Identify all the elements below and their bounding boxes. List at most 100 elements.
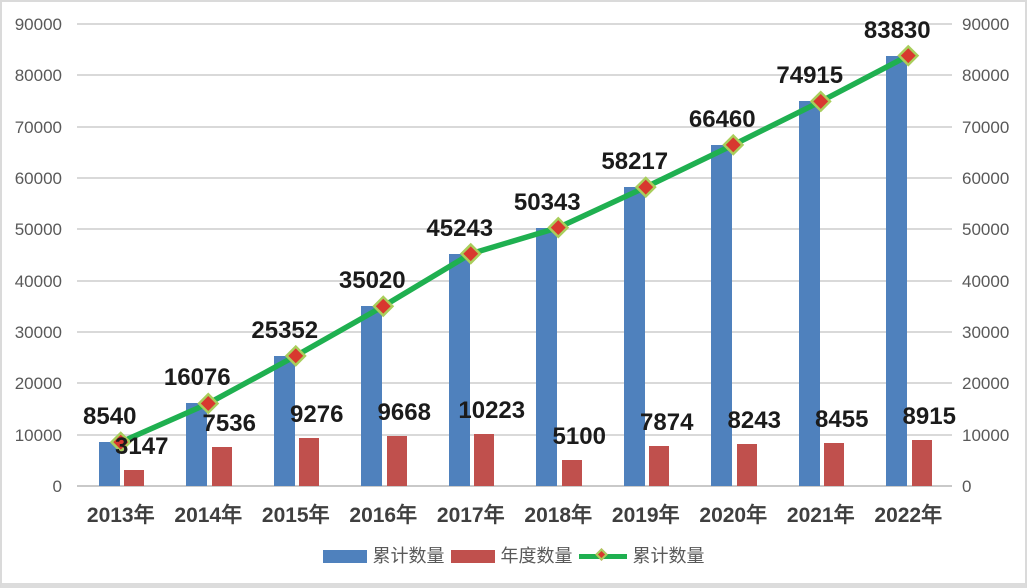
legend-swatch-red-bar-icon: [450, 550, 495, 564]
bar-annual: [824, 442, 845, 486]
data-label-annual: 8243: [727, 406, 781, 434]
bar-annual: [299, 438, 320, 486]
legend-item-cumulative-bar: 累计数量: [322, 546, 445, 568]
x-axis-label: 2020年: [699, 504, 768, 527]
y-axis-tick-right: 40000: [962, 271, 1010, 291]
bar-cumulative: [798, 101, 820, 486]
y-axis-tick-left: 90000: [14, 15, 62, 34]
bar-annual: [561, 459, 582, 486]
gridline: [77, 23, 952, 25]
x-axis-label: 2017年: [436, 504, 505, 527]
line-marker-diamond-icon: [634, 176, 657, 199]
data-label-cumulative: 35020: [338, 267, 406, 295]
data-label-annual: 7536: [202, 410, 256, 438]
cumulative-line-series: [109, 44, 920, 454]
data-label-annual: 3147: [115, 432, 169, 460]
data-label-annual: 7874: [640, 408, 694, 436]
bar-cumulative: [623, 187, 645, 486]
y-axis-tick-left: 70000: [14, 117, 62, 137]
gridline: [77, 74, 952, 77]
data-label-annual: 5100: [552, 422, 606, 450]
gridline: [77, 433, 952, 436]
gridline: [77, 177, 952, 179]
y-axis-tick-right: 60000: [962, 169, 1010, 188]
bar-cumulative: [98, 442, 120, 486]
line-marker-diamond-icon: [897, 44, 920, 67]
x-axis-label: 2019年: [611, 504, 680, 527]
data-label-cumulative: 16076: [163, 364, 231, 392]
data-label-cumulative: 50343: [513, 188, 581, 216]
y-axis-tick-left: 0: [52, 477, 62, 496]
gridline: [77, 279, 952, 282]
x-axis-label: 2018年: [524, 504, 593, 527]
data-label-cumulative: 8540: [83, 403, 137, 431]
legend-label-annual-bar: 年度数量: [500, 546, 573, 566]
line-marker-diamond-icon: [284, 344, 307, 367]
bar-annual: [474, 433, 495, 486]
y-axis-tick-left: 10000: [14, 425, 62, 445]
gridline: [77, 382, 952, 385]
x-axis-label: 2015年: [261, 504, 330, 527]
data-label-annual: 8915: [902, 403, 956, 431]
x-axis-label: 2016年: [349, 504, 418, 527]
bar-annual: [736, 443, 757, 486]
x-axis-label: 2022年: [874, 504, 943, 527]
y-axis-tick-left: 30000: [14, 323, 62, 342]
bar-cumulative: [273, 355, 295, 486]
bar-cumulative: [361, 306, 383, 486]
y-axis-tick-right: 20000: [962, 374, 1010, 394]
bar-annual: [386, 436, 407, 486]
x-axis-label: 2014年: [174, 504, 243, 527]
legend-label-cumulative-bar: 累计数量: [372, 546, 445, 566]
data-label-cumulative: 66460: [688, 105, 756, 133]
y-axis-tick-right: 70000: [962, 117, 1010, 137]
y-axis-tick-right: 0: [962, 477, 972, 496]
bar-cumulative: [886, 55, 908, 486]
x-axis-label: 2021年: [786, 504, 855, 527]
bar-cumulative: [536, 227, 558, 486]
legend-label-cumulative-line: 累计数量: [632, 546, 705, 566]
x-axis-label: 2013年: [86, 504, 155, 527]
legend-swatch-blue-bar-icon: [322, 550, 367, 564]
bar-cumulative: [448, 253, 470, 486]
legend-item-cumulative-line: 累计数量: [578, 546, 705, 568]
data-label-cumulative: 74915: [776, 62, 844, 90]
data-label-annual: 9276: [290, 401, 344, 429]
y-axis-tick-right: 90000: [962, 15, 1010, 34]
gridline: [77, 125, 952, 128]
cumulative-line: [118, 52, 911, 445]
data-label-annual: 9668: [377, 399, 431, 427]
y-axis-tick-right: 50000: [962, 220, 1010, 240]
bar-annual: [124, 469, 145, 486]
y-axis-tick-left: 40000: [14, 271, 62, 291]
line-marker-diamond-icon: [459, 242, 482, 265]
data-label-annual: 10223: [458, 396, 526, 424]
y-axis-tick-left: 80000: [14, 66, 62, 86]
y-axis-tick-left: 50000: [14, 220, 62, 240]
line-marker-diamond-icon: [547, 216, 570, 239]
x-axis-line: [77, 485, 952, 487]
bar-cumulative: [711, 144, 733, 486]
line-marker-diamond-icon: [197, 392, 220, 415]
legend-swatch-line-diamond-icon: [578, 548, 627, 564]
line-marker-diamond-icon: [372, 295, 395, 318]
gridline: [77, 228, 952, 231]
legend-item-annual-bar: 年度数量: [450, 546, 573, 568]
data-label-cumulative: 45243: [426, 214, 494, 242]
y-axis-tick-right: 10000: [962, 425, 1010, 445]
line-marker-diamond-icon: [809, 90, 832, 113]
bar-annual: [211, 447, 232, 486]
data-label-cumulative: 25352: [251, 316, 319, 344]
y-axis-tick-left: 20000: [14, 374, 62, 394]
y-axis-tick-right: 30000: [962, 323, 1010, 342]
bar-annual: [911, 440, 932, 486]
bar-annual: [649, 445, 670, 486]
legend: 累计数量 年度数量 累计数量: [2, 546, 1025, 568]
y-axis-tick-left: 60000: [14, 169, 62, 188]
line-marker-diamond-icon: [722, 133, 745, 156]
data-label-cumulative: 58217: [601, 148, 669, 176]
bar-cumulative: [186, 403, 208, 486]
line-marker-diamond-icon: [109, 431, 132, 454]
y-axis-tick-right: 80000: [962, 66, 1010, 86]
